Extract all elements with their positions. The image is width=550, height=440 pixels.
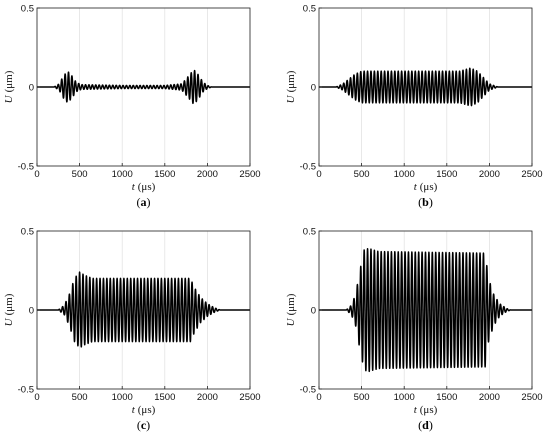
x-tick-label: 0 xyxy=(34,392,39,403)
y-tick-label: 0.5 xyxy=(303,227,316,238)
x-axis-label: t (μs) xyxy=(132,404,156,416)
x-tick-label: 1500 xyxy=(436,392,457,403)
y-tick-label: 0.5 xyxy=(21,4,34,15)
x-tick-label: 2000 xyxy=(197,169,218,180)
x-tick-label: 1000 xyxy=(112,169,133,180)
x-tick-label: 500 xyxy=(354,169,370,180)
x-axis-label: t (μs) xyxy=(414,404,438,416)
y-tick-label: 0 xyxy=(29,306,34,317)
x-tick-label: 0 xyxy=(316,392,321,403)
waveform-line xyxy=(318,67,533,107)
y-axis-label: U(μm) xyxy=(3,293,15,326)
x-axis-label: t (μs) xyxy=(132,181,156,193)
y-tick-label: -0.5 xyxy=(18,162,34,173)
x-tick-label: 500 xyxy=(72,392,88,403)
x-tick-label: 2500 xyxy=(521,392,542,403)
x-tick-label: 2500 xyxy=(521,169,542,180)
x-tick-label: 1500 xyxy=(154,392,175,403)
y-axis-label: U(μm) xyxy=(285,293,297,326)
x-tick-label: 0 xyxy=(316,169,321,180)
waveform-line xyxy=(318,247,533,373)
chart-panel-0: 0 500 1000 1500 2000 2500-0.500.5t (μs)U(μm)(a… xyxy=(3,4,261,210)
x-axis-label: t (μs) xyxy=(414,181,438,193)
y-tick-label: 0.5 xyxy=(303,4,316,15)
waveform-line xyxy=(36,271,251,348)
x-tick-label: 500 xyxy=(72,169,88,180)
x-tick-label: 2000 xyxy=(479,392,500,403)
x-tick-label: 1000 xyxy=(394,169,415,180)
y-tick-label: 0.5 xyxy=(21,227,34,238)
y-tick-label: -0.5 xyxy=(18,385,34,396)
panel-caption: (c) xyxy=(137,418,150,432)
x-tick-label: 2500 xyxy=(239,392,260,403)
panel-caption: (b) xyxy=(418,195,433,209)
y-tick-label: 0 xyxy=(29,83,34,94)
y-tick-label: 0 xyxy=(311,83,316,94)
x-tick-label: 2000 xyxy=(479,169,500,180)
x-tick-label: 2500 xyxy=(239,169,260,180)
y-tick-label: 0 xyxy=(311,306,316,317)
chart-panel-2: 0 500 1000 1500 2000 2500-0.500.5t (μs)U(μm)(c… xyxy=(3,227,261,433)
chart-panel-1: 0 500 1000 1500 2000 2500-0.500.5t (μs)U(μm)(b… xyxy=(285,4,543,210)
panel-caption: (a) xyxy=(137,195,151,209)
x-tick-label: 1000 xyxy=(112,392,133,403)
chart-panel-3: 0 500 1000 1500 2000 2500-0.500.5t (μs)U(μm)(d… xyxy=(285,227,543,433)
y-axis-label: U(μm) xyxy=(285,70,297,103)
y-tick-label: -0.5 xyxy=(300,385,316,396)
y-tick-label: -0.5 xyxy=(300,162,316,173)
y-axis-label: U(μm) xyxy=(3,70,15,103)
x-tick-label: 1000 xyxy=(394,392,415,403)
x-tick-label: 0 xyxy=(34,169,39,180)
waveform-line xyxy=(36,69,251,105)
x-tick-label: 1500 xyxy=(436,169,457,180)
panel-caption: (d) xyxy=(418,418,433,432)
x-tick-label: 500 xyxy=(354,392,370,403)
x-tick-label: 2000 xyxy=(197,392,218,403)
x-tick-label: 1500 xyxy=(154,169,175,180)
